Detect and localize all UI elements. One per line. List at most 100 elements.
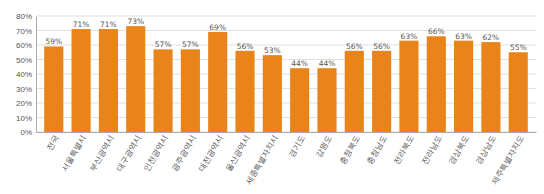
x-tick: 광주광역시	[170, 132, 198, 173]
data-label: 57%	[155, 40, 172, 49]
x-tick: 경상남도	[474, 132, 498, 166]
bar	[263, 55, 282, 132]
y-axis-line	[36, 17, 37, 133]
data-label: 59%	[45, 37, 62, 46]
data-label: 71%	[100, 20, 117, 29]
y-tick-label: 40%	[16, 70, 32, 79]
data-label: 44%	[319, 59, 336, 68]
x-tick-label: 광주광역시	[170, 133, 198, 172]
data-label: 56%	[373, 42, 390, 51]
y-tick: 50%	[16, 56, 36, 65]
data-label: 71%	[73, 20, 90, 29]
data-label: 55%	[510, 43, 527, 52]
y-tick-label: 50%	[16, 56, 32, 65]
x-tick-label: 울산광역시	[224, 133, 252, 172]
bar	[372, 51, 391, 132]
x-tick-label: 충청남도	[365, 133, 389, 165]
x-tick: 전라북도	[392, 132, 416, 166]
y-tick: 10%	[16, 114, 36, 123]
x-tick-label: 제주특별자치도	[489, 133, 525, 186]
bar	[72, 29, 91, 132]
data-label: 56%	[346, 42, 363, 51]
x-tick: 경상북도	[447, 132, 471, 166]
x-tick-label: 전라북도	[392, 133, 416, 165]
x-tick: 충청북도	[338, 132, 362, 166]
x-tick-label: 전라남도	[419, 133, 443, 165]
x-tick: 전라남도	[419, 132, 443, 166]
data-label: 62%	[483, 33, 500, 42]
data-label: 73%	[127, 17, 144, 26]
y-tick-label: 70%	[16, 27, 32, 36]
bar	[427, 36, 446, 132]
x-tick-label: 부산광역시	[88, 133, 116, 172]
y-tick-label: 20%	[16, 99, 32, 108]
x-tick: 울산광역시	[224, 132, 252, 173]
y-tick: 30%	[16, 85, 36, 94]
x-axis: 전국서울특별시부산광역시대구광역시인천광역시광주광역시대전광역시울산광역시세종특…	[37, 132, 537, 186]
y-tick: 0%	[20, 128, 36, 137]
bar	[153, 49, 172, 132]
x-tick-label: 경기도	[287, 133, 307, 158]
y-tick-label: 30%	[16, 85, 32, 94]
x-tick: 인천광역시	[142, 132, 170, 173]
x-tick: 전국	[45, 132, 61, 152]
bar	[126, 26, 145, 132]
y-tick-label: 80%	[16, 12, 32, 21]
y-tick: 40%	[16, 70, 36, 79]
y-tick-label: 60%	[16, 41, 32, 50]
plot: 0% 10% 20% 30% 40% 50% 60% 70% 80% 전국서울특별시부산광역시대구…	[16, 12, 537, 186]
bar	[181, 49, 200, 132]
x-tick: 강원도	[314, 132, 334, 159]
bar	[99, 29, 118, 132]
bar	[481, 42, 500, 132]
x-tick: 서울특별시	[60, 132, 88, 173]
data-labels: 59% 71% 71% 73% 57% 57% 69% 56% 53% 44% 44% 56% 56% 6…	[45, 17, 526, 68]
x-tick: 세종특별자치시	[244, 132, 280, 186]
y-tick: 60%	[16, 41, 36, 50]
bar	[317, 68, 336, 132]
data-label: 63%	[455, 32, 472, 41]
x-tick: 제주특별자치도	[489, 132, 525, 186]
x-tick-label: 경상북도	[447, 133, 471, 165]
x-tick-label: 대구광역시	[115, 133, 143, 172]
x-tick-label: 충청북도	[338, 133, 362, 165]
bar	[44, 46, 63, 132]
y-tick: 20%	[16, 99, 36, 108]
data-label: 69%	[209, 23, 226, 32]
data-label: 56%	[237, 42, 254, 51]
bar	[208, 32, 227, 132]
x-axis-line	[37, 132, 537, 133]
grid-line	[36, 16, 536, 17]
y-tick: 70%	[16, 27, 36, 36]
y-axis: 0% 10% 20% 30% 40% 50% 60% 70% 80%	[16, 12, 37, 137]
bar	[509, 52, 528, 132]
x-tick: 경기도	[287, 132, 307, 159]
x-tick: 부산광역시	[88, 132, 116, 173]
bar	[345, 51, 364, 132]
data-label: 66%	[428, 27, 445, 36]
bars	[44, 26, 528, 132]
x-tick-label: 강원도	[314, 133, 334, 158]
bar	[454, 41, 473, 132]
x-tick-label: 경상남도	[474, 133, 498, 165]
data-label: 63%	[401, 32, 418, 41]
chart: 0% 10% 20% 30% 40% 50% 60% 70% 80% 전국서울특별시부산광역시대구…	[0, 0, 544, 194]
x-tick: 대구광역시	[115, 132, 143, 173]
x-tick-label: 세종특별자치시	[244, 133, 280, 186]
x-tick-label: 전국	[45, 133, 61, 151]
bar	[235, 51, 254, 132]
x-tick: 충청남도	[365, 132, 389, 166]
bar	[290, 68, 309, 132]
x-tick: 대전광역시	[197, 132, 225, 173]
y-tick: 80%	[16, 12, 36, 21]
x-tick-label: 서울특별시	[60, 133, 88, 172]
data-label: 53%	[264, 46, 281, 55]
data-label: 44%	[291, 59, 308, 68]
x-tick-label: 인천광역시	[142, 133, 170, 172]
grid	[36, 16, 536, 132]
x-tick-label: 대전광역시	[197, 133, 225, 172]
bar	[399, 41, 418, 132]
y-tick-label: 0%	[20, 128, 32, 137]
data-label: 57%	[182, 40, 199, 49]
y-tick-label: 10%	[16, 114, 32, 123]
